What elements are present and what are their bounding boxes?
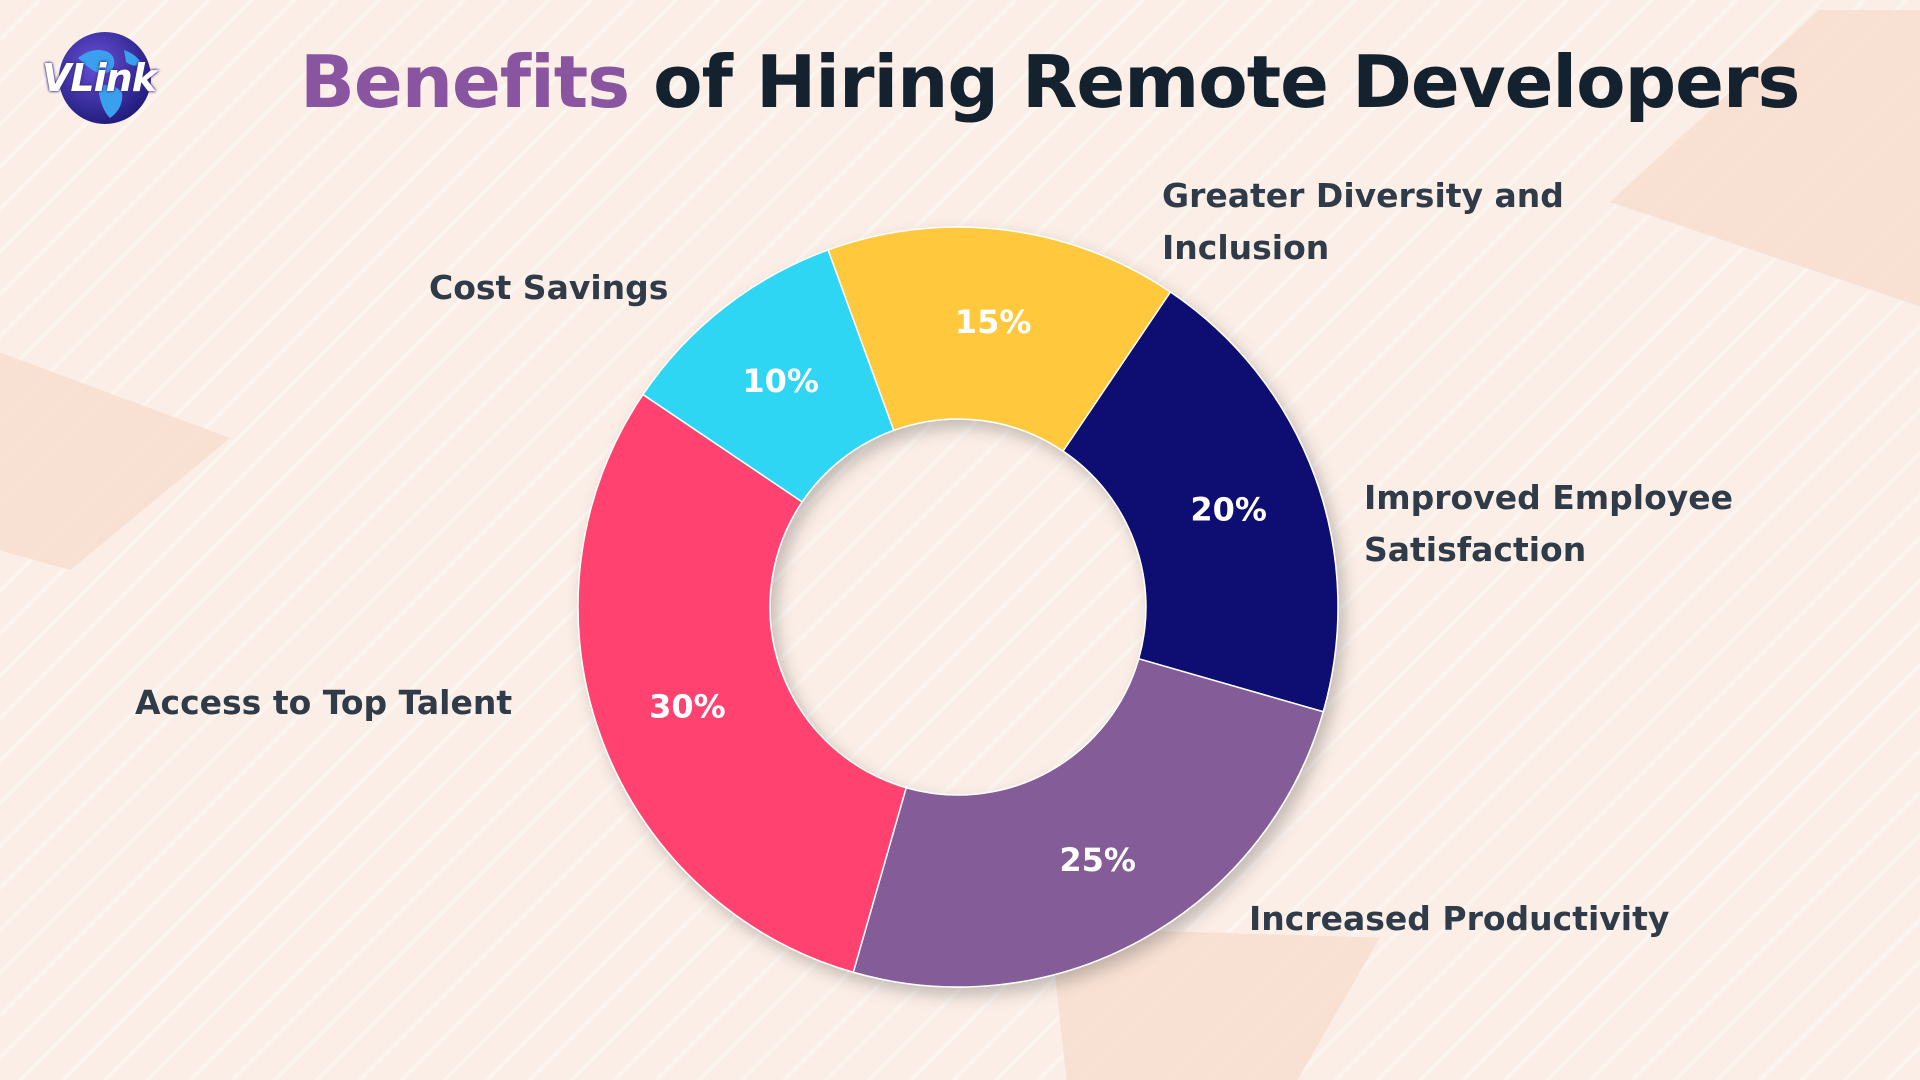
label-diversity-line2: Inclusion: [1162, 228, 1330, 267]
title-rest: of Hiring Remote Developers: [629, 40, 1800, 124]
label-satisfaction: Improved Employee Satisfaction: [1364, 472, 1733, 576]
label-satisfaction-line1: Improved Employee: [1364, 478, 1734, 517]
donut-slice-1: [1062, 290, 1339, 713]
title-highlight: Benefits: [300, 40, 630, 124]
label-diversity-line1: Greater Diversity and: [1162, 176, 1564, 215]
donut-value-label-4: 10%: [742, 362, 819, 400]
label-productivity: Increased Productivity: [1249, 899, 1670, 938]
donut-value-label-3: 30%: [649, 688, 726, 726]
donut-slice-3: [577, 393, 908, 974]
label-diversity: Greater Diversity and Inclusion: [1162, 170, 1564, 274]
page-title: Benefits of Hiring Remote Developers: [300, 40, 1800, 124]
globe-icon: [59, 32, 151, 124]
donut-slice-2: [852, 657, 1325, 988]
donut-slice-4: [641, 248, 895, 503]
vlink-logo: VLink: [38, 28, 173, 128]
donut-value-label-0: 15%: [955, 303, 1032, 341]
label-cost-savings: Cost Savings: [429, 268, 669, 307]
logo-text: VLink: [42, 56, 157, 100]
donut-value-label-1: 20%: [1190, 490, 1267, 528]
donut-slice-0: [827, 226, 1172, 453]
donut-value-label-2: 25%: [1059, 841, 1136, 879]
label-top-talent: Access to Top Talent: [135, 683, 513, 722]
donut-value-labels: 15% 20% 25% 30% 10%: [649, 303, 1267, 879]
label-satisfaction-line2: Satisfaction: [1364, 530, 1587, 569]
donut-slices: [577, 226, 1339, 988]
